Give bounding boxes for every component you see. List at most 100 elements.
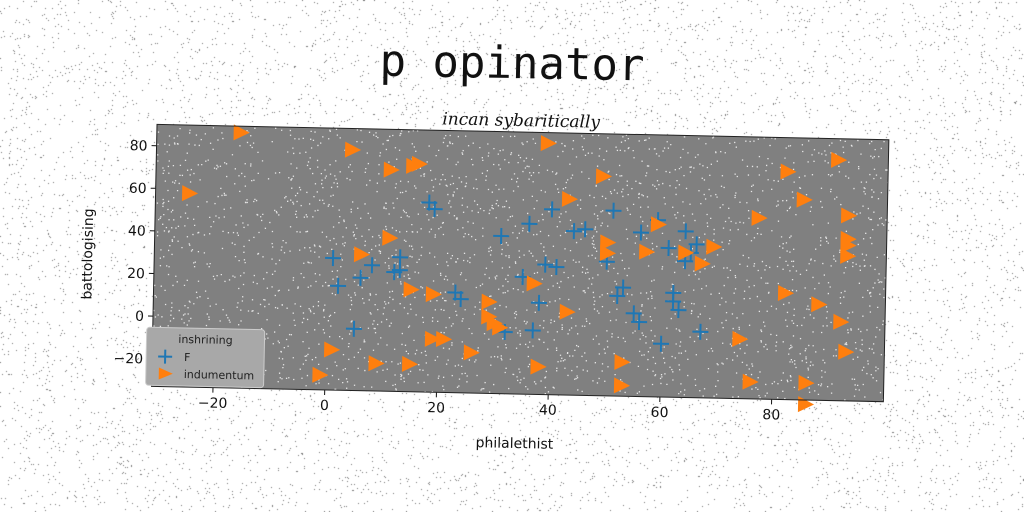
data-point-plus [670, 302, 687, 319]
data-point-plus [345, 320, 362, 337]
x-tick-label: 40 [539, 402, 557, 418]
data-point-plus [577, 221, 594, 238]
data-point-plus [325, 250, 342, 267]
x-tick-label: −20 [198, 395, 228, 412]
legend-marker-triangle [158, 367, 173, 380]
data-point-plus [609, 287, 626, 304]
data-point-plus [652, 335, 670, 352]
data-marks [181, 124, 858, 413]
data-point-plus [615, 279, 632, 296]
plot-frame [151, 123, 890, 403]
data-point-plus [452, 291, 469, 308]
data-point-triangle [481, 293, 498, 310]
data-point-plus [364, 257, 381, 274]
x-tick-label: 60 [650, 405, 668, 421]
data-point-plus [632, 224, 650, 241]
data-point-triangle [694, 255, 711, 272]
data-point-triangle [811, 296, 828, 313]
x-tick-label: 20 [427, 400, 445, 416]
data-point-triangle [312, 366, 329, 383]
data-point-triangle [796, 191, 813, 208]
y-axis: −20 0 20 40 60 80 [113, 138, 157, 368]
data-point-plus [426, 201, 443, 218]
data-point-plus [688, 236, 705, 253]
data-point-triangle [639, 243, 656, 260]
data-point-triangle [425, 286, 442, 303]
data-point-triangle [777, 284, 795, 301]
data-point-triangle [463, 344, 480, 361]
data-point-triangle [732, 330, 749, 347]
legend-box [145, 326, 266, 389]
data-point-triangle [435, 331, 453, 348]
data-point-triangle [368, 355, 385, 372]
data-point-plus [665, 293, 682, 310]
data-point-plus [330, 277, 347, 294]
y-tick-label: 60 [129, 181, 147, 197]
y-tick-label: 80 [130, 138, 148, 154]
data-point-triangle [344, 141, 362, 158]
data-point-triangle [706, 238, 723, 255]
data-point-triangle [492, 319, 509, 336]
data-point-triangle [798, 374, 815, 391]
data-point-triangle [840, 237, 857, 254]
data-point-plus [530, 294, 547, 311]
y-tick-label: 0 [135, 309, 144, 325]
data-point-triangle [833, 313, 850, 330]
data-point-triangle [559, 303, 576, 320]
chart-title: incan sybaritically [442, 109, 600, 132]
data-point-triangle [650, 216, 667, 233]
data-point-triangle [353, 246, 371, 263]
data-point-triangle [840, 247, 857, 264]
data-point-plus [544, 201, 561, 218]
x-tick-label: 80 [762, 407, 780, 423]
data-point-triangle [599, 245, 617, 261]
data-point-triangle [742, 373, 759, 390]
y-tick-label: 40 [128, 223, 146, 239]
data-point-plus [352, 269, 369, 286]
data-point-triangle [751, 209, 768, 226]
y-tick-label: 20 [127, 266, 145, 282]
data-point-triangle [561, 190, 579, 207]
data-point-triangle [411, 155, 428, 172]
data-point-triangle [614, 353, 631, 370]
x-axis: −20 0 20 40 60 80 [198, 387, 780, 424]
data-point-plus [625, 305, 642, 322]
data-point-plus [548, 258, 565, 276]
legend-label-series-1: F [184, 351, 191, 364]
data-point-plus [631, 313, 648, 331]
data-point-plus [386, 264, 403, 281]
data-point-triangle [424, 330, 441, 347]
data-point-triangle [838, 343, 855, 360]
data-point-triangle [595, 168, 613, 185]
data-point-triangle [530, 358, 547, 375]
data-point-triangle [382, 229, 399, 246]
data-point-triangle [600, 234, 617, 251]
data-point-triangle [830, 151, 848, 168]
data-point-triangle [540, 135, 557, 152]
y-axis-label: battologising [79, 208, 97, 300]
data-point-triangle [678, 244, 695, 261]
data-point-plus [660, 240, 677, 257]
data-point-triangle [526, 275, 543, 292]
data-point-triangle [403, 281, 420, 298]
y-tick-label: −20 [113, 351, 143, 368]
data-point-triangle [233, 124, 250, 141]
data-point-triangle [401, 355, 419, 372]
legend-label-series-2: indumentum [184, 368, 255, 382]
data-point-plus [677, 223, 694, 240]
data-point-triangle [613, 377, 631, 394]
data-point-plus [493, 227, 510, 245]
data-point-triangle [181, 185, 199, 202]
data-point-triangle [840, 207, 858, 224]
data-point-plus [692, 323, 709, 340]
data-point-triangle [383, 161, 400, 178]
data-point-plus [524, 322, 541, 339]
x-tick-label: 0 [320, 398, 329, 414]
legend-marker-plus [158, 349, 173, 364]
data-point-plus [521, 215, 538, 232]
data-point-triangle [780, 163, 797, 180]
x-axis-label: philalethist [475, 435, 553, 453]
legend: inshrining F indumentum [145, 326, 266, 389]
legend-title: inshrining [178, 333, 233, 347]
